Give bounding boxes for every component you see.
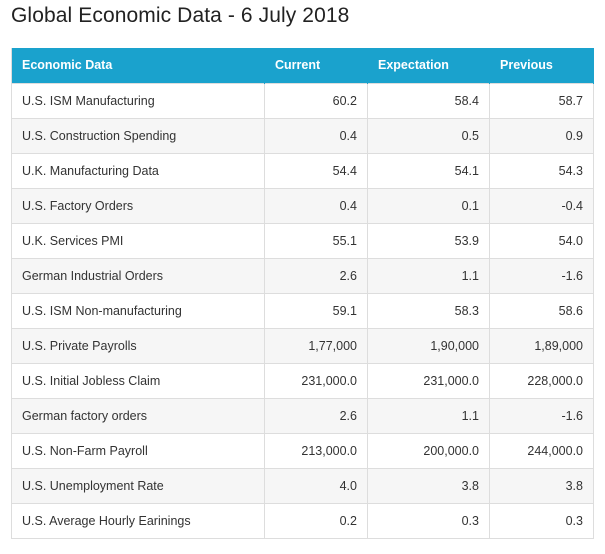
previous-cell: 54.0: [489, 222, 594, 259]
expectation-cell: 3.8: [367, 467, 490, 504]
table-row: U.S. ISM Non-manufacturing 59.1 58.3 58.6: [11, 292, 594, 329]
current-cell: 0.4: [264, 187, 368, 224]
previous-cell: 1,89,000: [489, 327, 594, 364]
table-row: U.S. Private Payrolls 1,77,000 1,90,000 1,8…: [11, 327, 594, 364]
indicator-cell: U.S. ISM Manufacturing: [11, 82, 265, 119]
header-expectation: Expectation: [367, 48, 490, 83]
previous-cell: 58.6: [489, 292, 594, 329]
table-row: U.S. Unemployment Rate 4.0 3.8 3.8: [11, 467, 594, 504]
current-cell: 213,000.0: [264, 432, 368, 469]
current-cell: 59.1: [264, 292, 368, 329]
table-row: U.K. Manufacturing Data 54.4 54.1 54.3: [11, 152, 594, 189]
previous-cell: -1.6: [489, 397, 594, 434]
current-cell: 60.2: [264, 82, 368, 119]
table-row: U.S. Non-Farm Payroll 213,000.0 200,000.0 2…: [11, 432, 594, 469]
previous-cell: -0.4: [489, 187, 594, 224]
indicator-cell: U.S. Private Payrolls: [11, 327, 265, 364]
expectation-cell: 0.5: [367, 117, 490, 154]
current-cell: 4.0: [264, 467, 368, 504]
current-cell: 54.4: [264, 152, 368, 189]
expectation-cell: 231,000.0: [367, 362, 490, 399]
indicator-cell: German factory orders: [11, 397, 265, 434]
expectation-cell: 1.1: [367, 397, 490, 434]
table-row: German Industrial Orders 2.6 1.1 -1.6: [11, 257, 594, 294]
current-cell: 55.1: [264, 222, 368, 259]
indicator-cell: U.S. Initial Jobless Claim: [11, 362, 265, 399]
table-header-row: Economic Data Current Expectation Previo…: [11, 48, 594, 83]
previous-cell: 58.7: [489, 82, 594, 119]
header-economic-data: Economic Data: [11, 48, 265, 83]
expectation-cell: 1,90,000: [367, 327, 490, 364]
previous-cell: -1.6: [489, 257, 594, 294]
expectation-cell: 54.1: [367, 152, 490, 189]
expectation-cell: 0.3: [367, 502, 490, 539]
table-row: U.S. Average Hourly Earinings 0.2 0.3 0.3: [11, 502, 594, 539]
page-title: Global Economic Data - 6 July 2018: [11, 4, 350, 27]
expectation-cell: 200,000.0: [367, 432, 490, 469]
expectation-cell: 0.1: [367, 187, 490, 224]
economic-data-table: Economic Data Current Expectation Previo…: [11, 48, 594, 539]
header-current: Current: [264, 48, 368, 83]
previous-cell: 0.9: [489, 117, 594, 154]
previous-cell: 228,000.0: [489, 362, 594, 399]
current-cell: 0.2: [264, 502, 368, 539]
header-previous: Previous: [489, 48, 594, 83]
expectation-cell: 58.4: [367, 82, 490, 119]
previous-cell: 0.3: [489, 502, 594, 539]
current-cell: 231,000.0: [264, 362, 368, 399]
table-row: U.K. Services PMI 55.1 53.9 54.0: [11, 222, 594, 259]
table-body: U.S. ISM Manufacturing 60.2 58.4 58.7 U.S. C…: [11, 82, 594, 539]
current-cell: 2.6: [264, 397, 368, 434]
table-row: U.S. ISM Manufacturing 60.2 58.4 58.7: [11, 82, 594, 119]
indicator-cell: U.S. Construction Spending: [11, 117, 265, 154]
previous-cell: 3.8: [489, 467, 594, 504]
indicator-cell: U.K. Services PMI: [11, 222, 265, 259]
indicator-cell: U.S. Unemployment Rate: [11, 467, 265, 504]
current-cell: 0.4: [264, 117, 368, 154]
economic-data-table-container: Economic Data Current Expectation Previo…: [11, 48, 594, 539]
indicator-cell: German Industrial Orders: [11, 257, 265, 294]
previous-cell: 54.3: [489, 152, 594, 189]
current-cell: 2.6: [264, 257, 368, 294]
indicator-cell: U.S. Average Hourly Earinings: [11, 502, 265, 539]
expectation-cell: 1.1: [367, 257, 490, 294]
indicator-cell: U.S. Factory Orders: [11, 187, 265, 224]
expectation-cell: 53.9: [367, 222, 490, 259]
table-row: U.S. Initial Jobless Claim 231,000.0 231,0…: [11, 362, 594, 399]
table-row: German factory orders 2.6 1.1 -1.6: [11, 397, 594, 434]
previous-cell: 244,000.0: [489, 432, 594, 469]
indicator-cell: U.S. ISM Non-manufacturing: [11, 292, 265, 329]
current-cell: 1,77,000: [264, 327, 368, 364]
expectation-cell: 58.3: [367, 292, 490, 329]
table-row: U.S. Factory Orders 0.4 0.1 -0.4: [11, 187, 594, 224]
indicator-cell: U.S. Non-Farm Payroll: [11, 432, 265, 469]
indicator-cell: U.K. Manufacturing Data: [11, 152, 265, 189]
table-row: U.S. Construction Spending 0.4 0.5 0.9: [11, 117, 594, 154]
